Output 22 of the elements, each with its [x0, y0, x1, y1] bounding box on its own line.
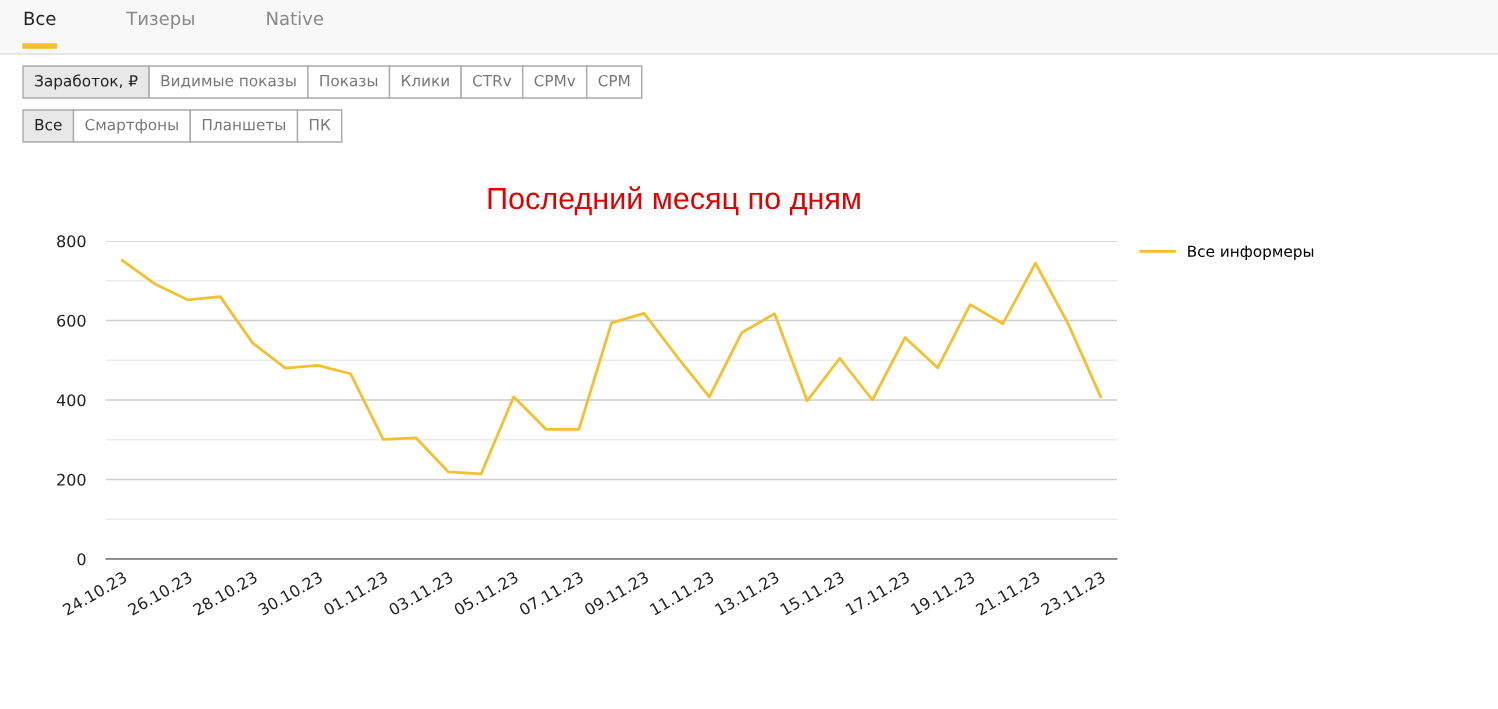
- text: Все: [24, 11, 56, 26]
- text: Клики: [401, 75, 449, 87]
- text: Показы: [320, 75, 378, 87]
- y-tick-label: 0: [77, 553, 86, 566]
- chart-title: Последний месяц по дням: [488, 186, 860, 216]
- y-tick-label: 800: [57, 235, 86, 248]
- text: Тизеры: [126, 11, 194, 29]
- line-series: [120, 259, 1103, 476]
- text: Видимые показы: [161, 75, 296, 89]
- text: ПК: [309, 119, 331, 131]
- y-tick-label: 200: [57, 473, 86, 486]
- text: Native: [267, 11, 323, 26]
- y-tick-label: 400: [56, 394, 86, 407]
- text: CTRv: [472, 74, 512, 87]
- text: Заработок, ₽: [35, 74, 138, 90]
- y-tick-label: 600: [57, 314, 86, 327]
- text: Смартфоны: [85, 118, 178, 134]
- text: Планшеты: [202, 119, 285, 131]
- text: CPMv: [534, 74, 576, 87]
- text: Все: [35, 119, 62, 131]
- text: CPM: [598, 74, 630, 87]
- legend-label: Все информеры: [1188, 245, 1314, 260]
